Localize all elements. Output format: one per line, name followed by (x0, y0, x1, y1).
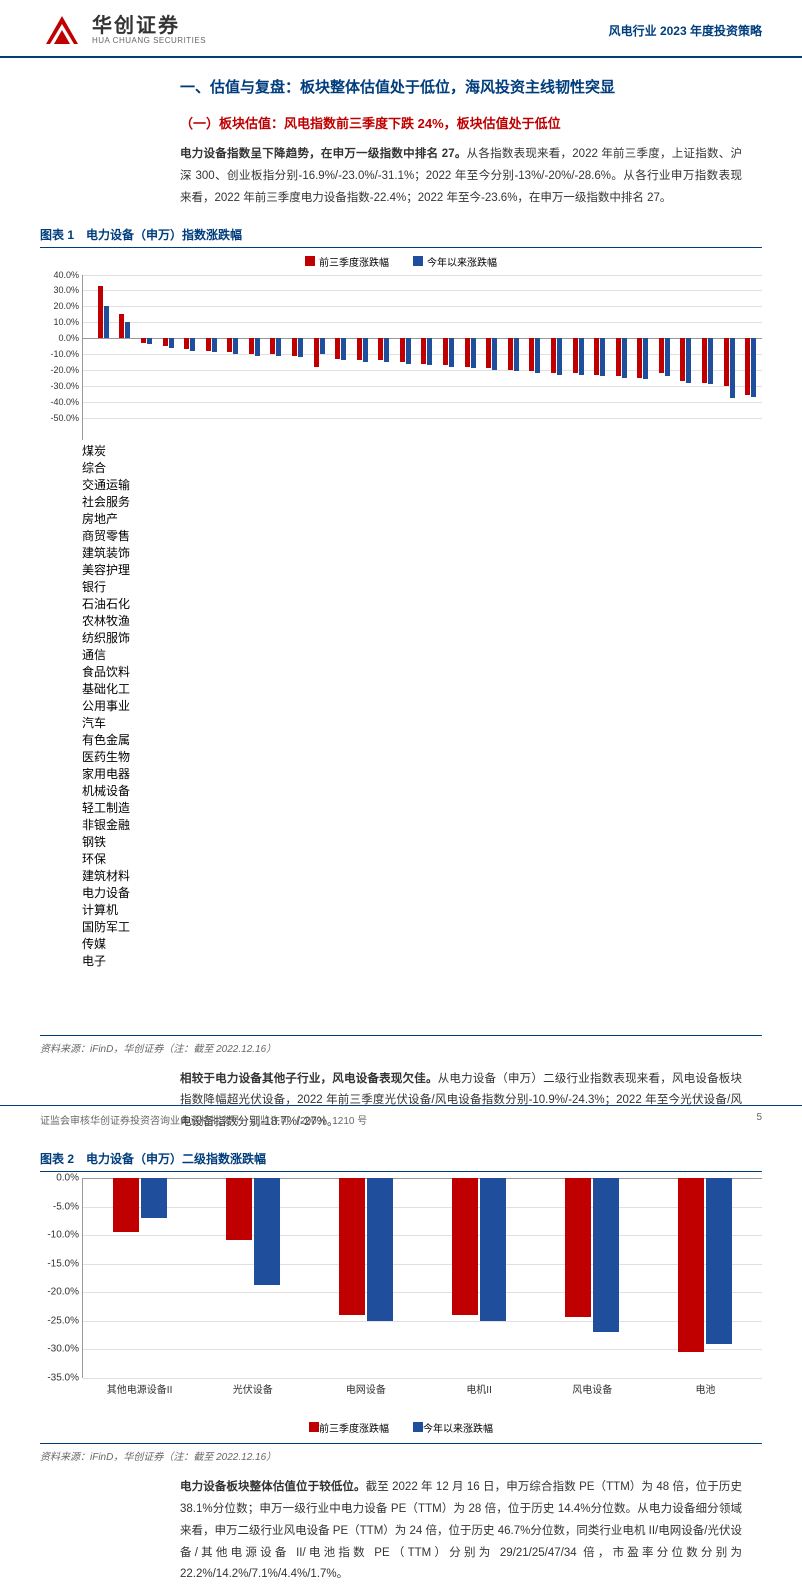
logo-icon (40, 10, 84, 50)
chart1: -50.0%-40.0%-30.0%-20.0%-10.0%0.0%10.0%2… (82, 275, 762, 440)
swatch-icon (309, 1422, 319, 1432)
heading-1: 一、估值与复盘：板块整体估值处于低位，海风投资主线韧性突显 (180, 76, 742, 97)
page-footer: 证监会审核华创证券投资咨询业务资格批文号：证监许可（2009）1210 号 5 (0, 1105, 802, 1133)
p3-rest: 截至 2022 年 12 月 16 日，申万综合指数 PE（TTM）为 48 倍… (180, 1481, 742, 1580)
chart1-legend: 前三季度涨跌幅 今年以来涨跌幅 (40, 254, 762, 269)
p3-bold: 电力设备板块整体估值位于较低位。 (180, 1481, 366, 1493)
logo-text-cn: 华创证券 (92, 15, 206, 37)
chart1-box: 前三季度涨跌幅 今年以来涨跌幅 -50.0%-40.0%-30.0%-20.0%… (40, 248, 762, 1029)
legend-1: 前三季度涨跌幅 (319, 254, 389, 269)
footer-page-number: 5 (756, 1112, 762, 1127)
p2-bold: 相较于电力设备其他子行业，风电设备表现欠佳。 (180, 1073, 438, 1085)
swatch-icon (413, 256, 423, 266)
swatch-icon (413, 1422, 423, 1432)
chart2-title: 图表 2 电力设备（申万）二级指数涨跌幅 (40, 1146, 762, 1172)
paragraph-1: 电力设备指数呈下降趋势，在申万一级指数中排名 27。从各指数表现来看，2022 … (180, 144, 742, 210)
legend-2: 今年以来涨跌幅 (427, 254, 497, 269)
footer-left: 证监会审核华创证券投资咨询业务资格批文号：证监许可（2009）1210 号 (40, 1112, 367, 1127)
doc-title: 风电行业 2023 年度投资策略 (609, 22, 762, 39)
page-header: 华创证券 HUA CHUANG SECURITIES 风电行业 2023 年度投… (0, 0, 802, 58)
legend-2: 今年以来涨跌幅 (423, 1424, 493, 1435)
paragraph-3: 电力设备板块整体估值位于较低位。截至 2022 年 12 月 16 日，申万综合… (180, 1477, 742, 1586)
chart1-source: 资料来源：iFinD，华创证券（注：截至 2022.12.16） (40, 1035, 762, 1055)
logo-text-en: HUA CHUANG SECURITIES (92, 37, 206, 46)
legend-1: 前三季度涨跌幅 (319, 1424, 389, 1435)
chart2-legend: 前三季度涨跌幅 今年以来涨跌幅 (40, 1420, 762, 1435)
p1-bold: 电力设备指数呈下降趋势，在申万一级指数中排名 27。 (180, 148, 467, 160)
chart2: -35.0%-30.0%-25.0%-20.0%-15.0%-10.0%-5.0… (82, 1178, 762, 1378)
content-area: 一、估值与复盘：板块整体估值处于低位，海风投资主线韧性突显 （一）板块估值：风电… (0, 58, 802, 210)
heading-2: （一）板块估值：风电指数前三季度下跌 24%，板块估值处于低位 (180, 113, 742, 132)
swatch-icon (305, 256, 315, 266)
logo-block: 华创证券 HUA CHUANG SECURITIES (40, 10, 206, 50)
chart1-title: 图表 1 电力设备（申万）指数涨跌幅 (40, 222, 762, 248)
chart2-source: 资料来源：iFinD，华创证券（注：截至 2022.12.16） (40, 1443, 762, 1463)
chart2-box: -35.0%-30.0%-25.0%-20.0%-15.0%-10.0%-5.0… (40, 1172, 762, 1437)
